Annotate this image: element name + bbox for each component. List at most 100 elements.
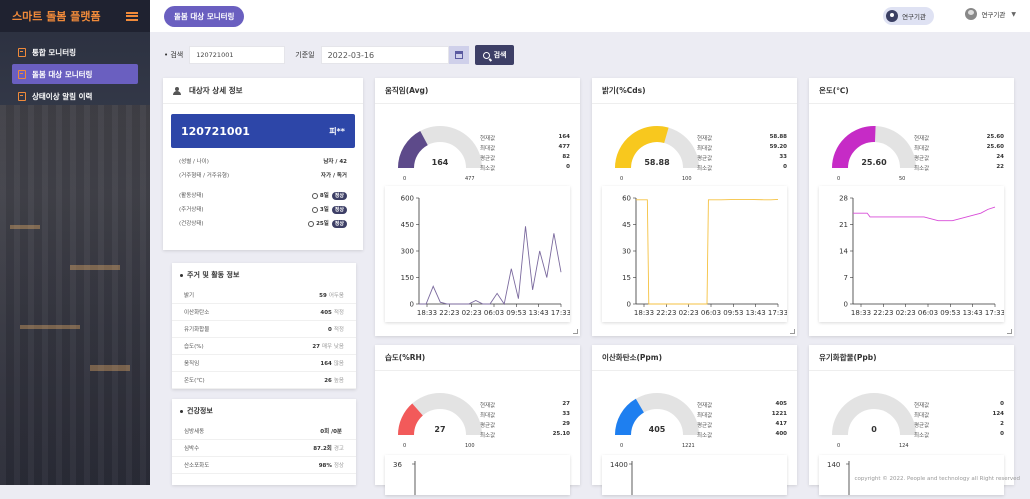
stat-label: 최대값 — [697, 411, 712, 421]
search-label: • 검색 — [164, 50, 183, 60]
clock-icon — [312, 207, 318, 213]
y-tick-label: 0 — [410, 301, 414, 309]
gauge-value: 0 — [829, 425, 919, 434]
series-line — [419, 226, 561, 304]
list-item-label: 움직임 — [184, 359, 199, 367]
stat-value: 24 — [996, 154, 1004, 164]
x-tick-label: 22:23 — [873, 309, 893, 317]
stat-label: 현재값 — [697, 401, 712, 411]
list-item-value: 27 — [312, 344, 320, 350]
org-selector[interactable]: 연구기관 — [883, 7, 934, 25]
list-item-label: 습도(%) — [184, 342, 204, 350]
sensor-title: 온도(℃) — [809, 78, 1014, 104]
status-badge: 정상 — [332, 220, 347, 228]
top-bar: 돌봄 대상 모니터링 연구기관 연구기관 ▼ — [150, 0, 1030, 32]
sidebar-item-1[interactable]: 돌봄 대상 모니터링 — [12, 64, 138, 84]
resize-handle-icon[interactable] — [790, 329, 795, 334]
stat-label: 현재값 — [914, 134, 929, 144]
user-menu[interactable]: 연구기관 ▼ — [965, 8, 1016, 20]
status-value: 25일 — [316, 221, 329, 227]
sidebar-item-2[interactable]: 상태이상 알림 이력 — [12, 86, 138, 106]
page-title-pill: 돌봄 대상 모니터링 — [164, 6, 244, 27]
stat-value: 417 — [776, 421, 787, 431]
calendar-icon[interactable] — [449, 46, 469, 64]
list-item-unit: 어두움 — [329, 293, 344, 299]
y-tick-label: 1400 — [610, 461, 628, 469]
sidebar-background-image — [0, 105, 150, 485]
stat-value: 405 — [776, 401, 787, 411]
detail-row-value: 자가 / 독거 — [321, 171, 347, 179]
sidebar-item-0[interactable]: 통합 모니터링 — [12, 42, 138, 62]
detail-title: 대상자 상세 정보 — [189, 85, 243, 96]
gauge-value: 164 — [395, 158, 485, 167]
x-tick-label: 18:33 — [851, 309, 871, 317]
list-item-unit: 정상 — [334, 463, 344, 469]
y-tick-label: 60 — [622, 195, 631, 203]
date-input[interactable]: 2022-03-16 — [321, 46, 449, 64]
x-tick-label: 17:33 — [768, 309, 787, 317]
stat-label: 최대값 — [480, 411, 495, 421]
menu-icon[interactable] — [126, 12, 138, 21]
list-item-label: 유기화합물 — [184, 325, 209, 333]
stat-value: 1221 — [772, 411, 787, 421]
gauge-min-label: 0 — [620, 443, 623, 449]
resize-handle-icon[interactable] — [573, 329, 578, 334]
list-item-label: 이산화탄소 — [184, 308, 209, 316]
stat-value: 33 — [779, 154, 787, 164]
y-tick-label: 30 — [622, 248, 631, 256]
brand-bar: 스마트 돌봄 플랫폼 — [0, 0, 150, 32]
date-label: 기준일 — [295, 50, 314, 60]
x-tick-label: 22:23 — [656, 309, 676, 317]
clock-icon — [312, 193, 318, 199]
search-icon — [483, 52, 490, 59]
gauge-min-label: 0 — [403, 443, 406, 449]
list-item-value: 87.2회 — [313, 446, 332, 452]
person-icon — [173, 87, 181, 95]
y-tick-label: 0 — [844, 301, 848, 309]
stat-value: 0 — [1000, 431, 1004, 441]
resize-handle-icon[interactable] — [1007, 329, 1012, 334]
user-label: 연구기관 — [981, 9, 1005, 19]
search-button[interactable]: 검색 — [475, 45, 515, 65]
stat-label: 현재값 — [697, 134, 712, 144]
x-tick-label: 06:03 — [484, 309, 504, 317]
stat-label: 최소값 — [480, 431, 495, 441]
x-tick-label: 09:53 — [940, 309, 960, 317]
list-item-value: 164 — [320, 361, 331, 367]
detail-row: (거주형태 / 거주유형)자가 / 독거 — [163, 168, 363, 182]
x-tick-label: 18:33 — [417, 309, 437, 317]
search-input[interactable]: 120721001 — [189, 46, 285, 64]
stat-label: 최소값 — [480, 164, 495, 174]
line-chart: 1400 — [602, 455, 787, 495]
detail-card: 대상자 상세 정보 120721001 피** (성별 / 나이)남자 / 42… — [163, 78, 363, 250]
stat-value: 400 — [776, 431, 787, 441]
stat-value: 0 — [783, 164, 787, 174]
y-tick-label: 45 — [622, 221, 631, 229]
stat-label: 현재값 — [480, 134, 495, 144]
x-tick-label: 06:03 — [918, 309, 938, 317]
stat-label: 최대값 — [697, 144, 712, 154]
x-tick-label: 17:33 — [551, 309, 570, 317]
status-label: (건강상태) — [179, 219, 204, 227]
detail-row-label: (성별 / 나이) — [179, 157, 209, 165]
stat-label: 최소값 — [914, 164, 929, 174]
list-item-unit: 적정 — [334, 327, 344, 333]
